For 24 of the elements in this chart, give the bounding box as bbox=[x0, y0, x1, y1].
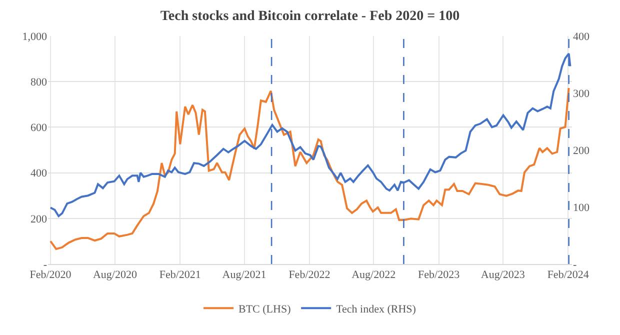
chart-title: Tech stocks and Bitcoin correlate - Feb 2020 = 100 bbox=[160, 8, 460, 24]
x-tick-label: Aug/2023 bbox=[480, 269, 526, 282]
y-tick-label: 600 bbox=[30, 122, 48, 134]
x-tick-label: Feb/2024 bbox=[547, 269, 590, 282]
x-tick-label: Aug/2021 bbox=[222, 269, 266, 282]
x-tick-label: Aug/2020 bbox=[92, 269, 138, 282]
y2-tick-label: 400 bbox=[573, 30, 590, 43]
line-series bbox=[49, 86, 570, 250]
x-tick-label: Feb/2020 bbox=[30, 269, 72, 282]
x-tick-label: Aug/2022 bbox=[352, 269, 396, 282]
x-tick-label: Feb/2021 bbox=[159, 269, 201, 282]
y-tick-label: 400 bbox=[30, 168, 48, 180]
y-tick-label: 1,000 bbox=[22, 30, 48, 43]
y2-tick-label: 300 bbox=[573, 88, 590, 100]
y2-tick-label: - bbox=[573, 258, 577, 271]
legend-label: BTC (LHS) bbox=[238, 303, 292, 316]
x-tick-label: Feb/2022 bbox=[288, 269, 330, 282]
y-tick-label: 200 bbox=[30, 213, 48, 226]
y2-tick-label: 200 bbox=[573, 144, 590, 157]
legend-label: Tech index (RHS) bbox=[336, 303, 416, 316]
x-tick-label: Feb/2023 bbox=[418, 269, 460, 282]
y2-tick-label: 100 bbox=[573, 202, 590, 214]
y-tick-label: - bbox=[43, 258, 48, 271]
y-tick-label: 800 bbox=[30, 76, 48, 88]
